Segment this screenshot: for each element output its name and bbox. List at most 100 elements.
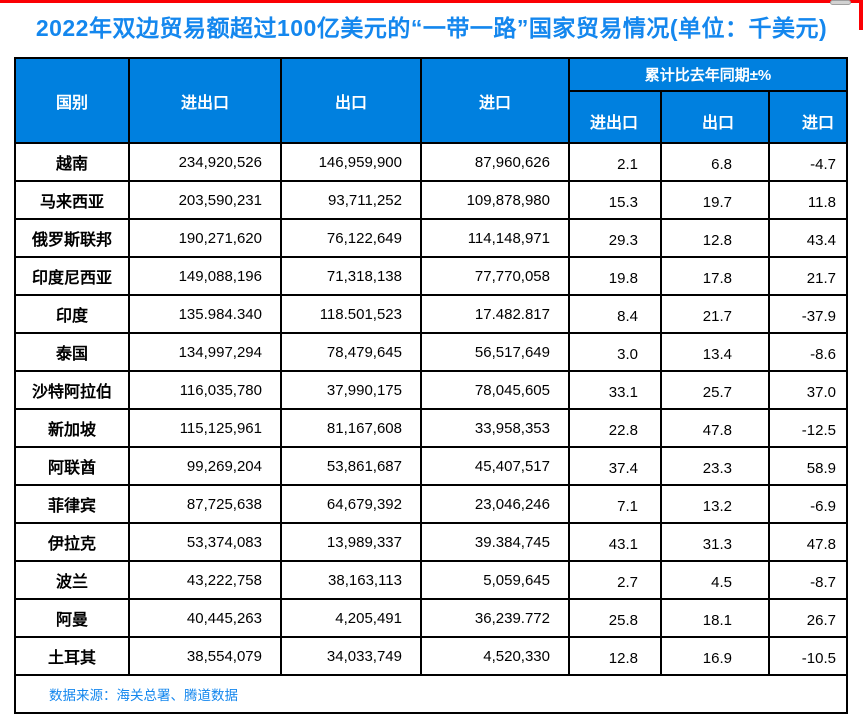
col-header-yoy-import: 进口 <box>768 90 848 144</box>
cell-total: 116,035,780 <box>128 370 282 410</box>
cell-export: 34,033,749 <box>280 636 422 676</box>
cell-yoy-export: 21.7 <box>660 294 770 334</box>
cell-country: 沙特阿拉伯 <box>14 370 130 410</box>
cell-yoy-import: -10.5 <box>768 636 848 676</box>
cell-total: 134,997,294 <box>128 332 282 372</box>
cell-yoy-import: -6.9 <box>768 484 848 524</box>
cell-yoy-export: 47.8 <box>660 408 770 448</box>
cell-country: 阿联酋 <box>14 446 130 486</box>
capture-border-right-line <box>859 0 863 30</box>
cell-total: 115,125,961 <box>128 408 282 448</box>
cell-yoy-import: 26.7 <box>768 598 848 638</box>
cell-import: 33,958,353 <box>420 408 570 448</box>
cell-yoy-import: 37.0 <box>768 370 848 410</box>
cell-country: 越南 <box>14 142 130 182</box>
cell-yoy-export: 25.7 <box>660 370 770 410</box>
cell-import: 109,878,980 <box>420 180 570 220</box>
col-header-import: 进口 <box>420 57 570 144</box>
table-row: 阿曼 40,445,263 4,205,491 36,239.772 25.8 18.1 2… <box>14 598 848 638</box>
cell-country: 阿曼 <box>14 598 130 638</box>
cell-export: 13,989,337 <box>280 522 422 562</box>
cell-import: 87,960,626 <box>420 142 570 182</box>
cell-import: 78,045,605 <box>420 370 570 410</box>
cell-total: 203,590,231 <box>128 180 282 220</box>
cell-export: 37,990,175 <box>280 370 422 410</box>
capture-border-top-line <box>0 0 863 3</box>
cell-yoy-total: 7.1 <box>568 484 662 524</box>
cell-yoy-total: 22.8 <box>568 408 662 448</box>
cell-yoy-total: 2.7 <box>568 560 662 600</box>
cell-total: 40,445,263 <box>128 598 282 638</box>
cell-total: 87,725,638 <box>128 484 282 524</box>
col-header-export: 出口 <box>280 57 422 144</box>
cell-yoy-total: 25.8 <box>568 598 662 638</box>
cell-export: 118.501,523 <box>280 294 422 334</box>
table-row: 土耳其 38,554,079 34,033,749 4,520,330 12.8 16.9… <box>14 636 848 676</box>
cell-yoy-export: 17.8 <box>660 256 770 296</box>
cell-yoy-import: 11.8 <box>768 180 848 220</box>
cell-total: 53,374,083 <box>128 522 282 562</box>
cell-yoy-total: 33.1 <box>568 370 662 410</box>
cell-yoy-total: 15.3 <box>568 180 662 220</box>
cell-yoy-import: -37.9 <box>768 294 848 334</box>
cell-country: 新加坡 <box>14 408 130 448</box>
trade-table: 国别 进出口 出口 进口 累计比去年同期±% 进出口 出口 进口 越南 234,9… <box>14 57 848 714</box>
cell-import: 23,046,246 <box>420 484 570 524</box>
scrollbar-thumb[interactable] <box>830 0 851 5</box>
cell-yoy-import: -12.5 <box>768 408 848 448</box>
table-row: 菲律宾 87,725,638 64,679,392 23,046,246 7.1 13.2… <box>14 484 848 524</box>
cell-yoy-export: 13.2 <box>660 484 770 524</box>
table-row: 泰国 134,997,294 78,479,645 56,517,649 3.0 13.4… <box>14 332 848 372</box>
cell-total: 135.984.340 <box>128 294 282 334</box>
cell-import: 4,520,330 <box>420 636 570 676</box>
cell-total: 149,088,196 <box>128 256 282 296</box>
cell-import: 36,239.772 <box>420 598 570 638</box>
col-header-country: 国别 <box>14 57 130 144</box>
cell-yoy-export: 13.4 <box>660 332 770 372</box>
cell-total: 38,554,079 <box>128 636 282 676</box>
cell-yoy-total: 3.0 <box>568 332 662 372</box>
cell-import: 56,517,649 <box>420 332 570 372</box>
cell-country: 伊拉克 <box>14 522 130 562</box>
table-row: 阿联酋 99,269,204 53,861,687 45,407,517 37.4 23.… <box>14 446 848 486</box>
cell-yoy-total: 29.3 <box>568 218 662 258</box>
cell-yoy-export: 16.9 <box>660 636 770 676</box>
cell-import: 5,059,645 <box>420 560 570 600</box>
table-row: 新加坡 115,125,961 81,167,608 33,958,353 22.8 47… <box>14 408 848 448</box>
col-header-yoy-group: 累计比去年同期±% <box>568 57 848 92</box>
header-row-sub: 进出口 出口 进口 <box>15 90 848 144</box>
cell-export: 64,679,392 <box>280 484 422 524</box>
cell-import: 114,148,971 <box>420 218 570 258</box>
cell-import: 39.384,745 <box>420 522 570 562</box>
cell-country: 波兰 <box>14 560 130 600</box>
cell-yoy-import: 47.8 <box>768 522 848 562</box>
cell-import: 45,407,517 <box>420 446 570 486</box>
cell-yoy-export: 6.8 <box>660 142 770 182</box>
cell-yoy-export: 23.3 <box>660 446 770 486</box>
col-header-yoy-total: 进出口 <box>568 90 662 144</box>
cell-yoy-import: -8.6 <box>768 332 848 372</box>
cell-import: 17.482.817 <box>420 294 570 334</box>
header-row-top: 国别 进出口 出口 进口 累计比去年同期±% <box>14 57 848 144</box>
cell-yoy-total: 8.4 <box>568 294 662 334</box>
cell-yoy-total: 37.4 <box>568 446 662 486</box>
cell-country: 菲律宾 <box>14 484 130 524</box>
cell-export: 146,959,900 <box>280 142 422 182</box>
cell-yoy-import: 21.7 <box>768 256 848 296</box>
table-row: 越南 234,920,526 146,959,900 87,960,626 2.1 6.8… <box>14 142 848 182</box>
cell-yoy-export: 19.7 <box>660 180 770 220</box>
cell-export: 81,167,608 <box>280 408 422 448</box>
col-header-yoy-export: 出口 <box>660 90 770 144</box>
cell-export: 71,318,138 <box>280 256 422 296</box>
data-source-note: 数据来源：海关总署、腾道数据 <box>14 674 848 714</box>
cell-yoy-total: 12.8 <box>568 636 662 676</box>
table-row: 印度 135.984.340 118.501,523 17.482.817 8.4 21.… <box>14 294 848 334</box>
page-title: 2022年双边贸易额超过100亿美元的“一带一路”国家贸易情况(单位：千美元) <box>35 15 828 41</box>
cell-yoy-export: 4.5 <box>660 560 770 600</box>
cell-yoy-import: -8.7 <box>768 560 848 600</box>
cell-country: 马来西亚 <box>14 180 130 220</box>
cell-export: 38,163,113 <box>280 560 422 600</box>
table-row: 伊拉克 53,374,083 13,989,337 39.384,745 43.1 31.… <box>14 522 848 562</box>
cell-yoy-total: 19.8 <box>568 256 662 296</box>
